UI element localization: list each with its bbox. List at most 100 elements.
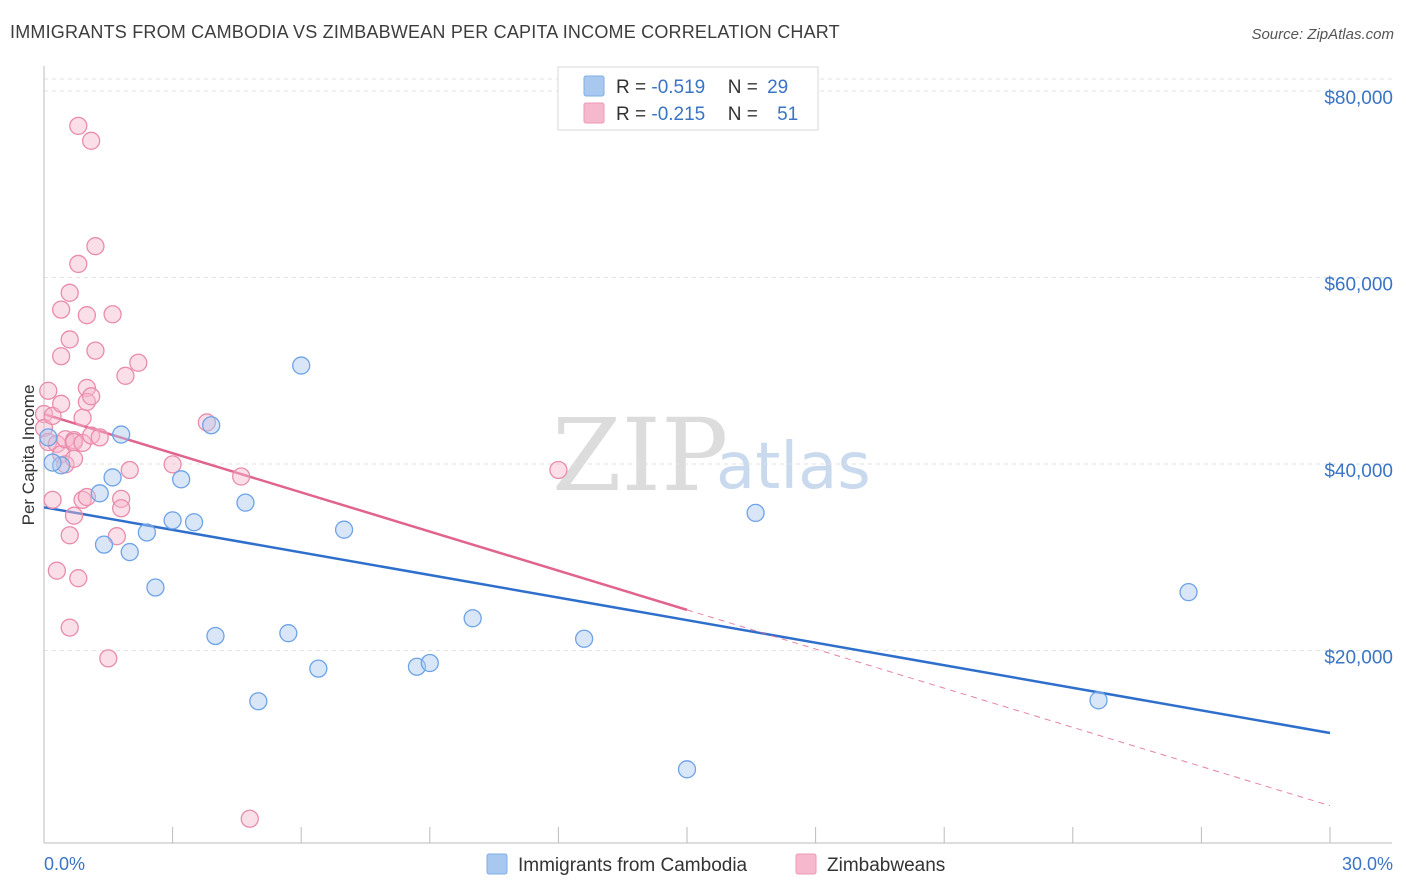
point-cambodia bbox=[43, 453, 62, 472]
point-zimbabwe bbox=[73, 408, 92, 427]
point-cambodia bbox=[206, 626, 225, 646]
chart-source: Source: ZipAtlas.com bbox=[1251, 26, 1394, 43]
point-zimbabwe bbox=[129, 353, 148, 372]
trend-line-cambodia bbox=[43, 506, 1331, 735]
y-tick-label: $80,000 bbox=[1324, 88, 1393, 109]
point-cambodia bbox=[1089, 691, 1108, 710]
legend-n-value: 29 bbox=[767, 77, 788, 98]
trend-lines bbox=[43, 412, 1331, 807]
legend-row-cambodia: R = -0.519 N = 29 bbox=[616, 77, 788, 98]
point-zimbabwe bbox=[51, 394, 71, 413]
series-legend-label-zimbabwe: Zimbabweans bbox=[827, 855, 945, 876]
point-cambodia bbox=[249, 692, 268, 711]
point-zimbabwe bbox=[112, 489, 131, 509]
point-zimbabwe bbox=[77, 378, 97, 398]
point-cambodia bbox=[677, 760, 697, 779]
point-zimbabwe bbox=[69, 569, 88, 588]
point-zimbabwe bbox=[163, 455, 182, 474]
point-cambodia bbox=[103, 468, 122, 487]
series-legend-label-cambodia: Immigrants from Cambodia bbox=[518, 855, 748, 876]
legend-swatch-zimbabwe bbox=[583, 102, 605, 124]
legend-swatch-cambodia bbox=[583, 75, 605, 97]
point-zimbabwe bbox=[82, 387, 101, 406]
watermark: ZIP atlas bbox=[552, 397, 871, 514]
legend-r-value: -0.215 bbox=[651, 104, 705, 125]
point-zimbabwe bbox=[549, 460, 568, 480]
y-axis-label: Per Capita Income bbox=[19, 385, 38, 526]
point-cambodia bbox=[184, 513, 204, 532]
point-cambodia bbox=[292, 356, 311, 375]
point-zimbabwe bbox=[90, 428, 109, 447]
point-zimbabwe bbox=[51, 300, 71, 319]
legend-r-value: -0.519 bbox=[651, 77, 705, 98]
point-zimbabwe bbox=[60, 618, 79, 637]
point-cambodia bbox=[120, 542, 139, 562]
point-cambodia bbox=[94, 535, 114, 554]
point-zimbabwe bbox=[47, 561, 67, 580]
point-zimbabwe bbox=[112, 499, 131, 518]
point-cambodia bbox=[112, 425, 131, 444]
point-zimbabwe bbox=[51, 347, 71, 366]
point-zimbabwe bbox=[103, 305, 122, 324]
axes bbox=[43, 66, 1392, 844]
watermark-atlas: atlas bbox=[716, 430, 871, 504]
point-cambodia bbox=[1179, 583, 1198, 602]
point-cambodia bbox=[202, 416, 221, 435]
point-zimbabwe bbox=[86, 341, 105, 360]
point-cambodia bbox=[279, 624, 298, 643]
point-zimbabwe bbox=[43, 490, 62, 509]
point-zimbabwe bbox=[64, 506, 84, 525]
point-cambodia bbox=[334, 520, 354, 539]
series-legend-swatch-zimbabwe bbox=[795, 853, 817, 875]
point-cambodia bbox=[146, 578, 165, 597]
y-tick-label: $20,000 bbox=[1324, 648, 1393, 669]
legend-n-label: N = bbox=[728, 77, 763, 98]
point-cambodia bbox=[39, 428, 58, 447]
y-tick-labels: $20,000 $40,000 $60,000 $80,000 bbox=[1324, 88, 1393, 669]
point-zimbabwe bbox=[107, 527, 127, 546]
correlation-legend: R = -0.519 N = 29 R = -0.215 N = 51 bbox=[557, 66, 819, 131]
point-zimbabwe bbox=[60, 526, 79, 545]
x-tick-label-max: 30.0% bbox=[1342, 854, 1393, 874]
y-tick-label: $40,000 bbox=[1324, 461, 1393, 482]
data-points bbox=[34, 116, 1198, 828]
legend-r-label: R = bbox=[616, 104, 651, 125]
point-cambodia bbox=[90, 484, 109, 503]
point-zimbabwe bbox=[39, 381, 58, 400]
trend-line-zimbabwe-extension bbox=[686, 609, 1331, 807]
series-legend: Immigrants from Cambodia Zimbabweans bbox=[486, 853, 945, 876]
point-zimbabwe bbox=[77, 306, 97, 325]
chart-title: IMMIGRANTS FROM CAMBODIA VS ZIMBABWEAN P… bbox=[10, 22, 840, 42]
point-cambodia bbox=[746, 503, 765, 523]
point-zimbabwe bbox=[99, 649, 118, 668]
legend-n-label: N = bbox=[728, 104, 763, 125]
point-zimbabwe bbox=[240, 809, 259, 828]
series-legend-swatch-cambodia bbox=[486, 853, 508, 875]
point-zimbabwe bbox=[82, 131, 101, 150]
trend-line-zimbabwe bbox=[43, 412, 688, 612]
point-cambodia bbox=[420, 653, 439, 673]
point-zimbabwe bbox=[60, 330, 79, 349]
point-zimbabwe bbox=[60, 283, 79, 302]
point-zimbabwe bbox=[232, 467, 251, 486]
watermark-zip: ZIP bbox=[552, 397, 728, 514]
point-zimbabwe bbox=[69, 116, 88, 136]
point-cambodia bbox=[463, 609, 482, 628]
point-cambodia bbox=[309, 659, 328, 678]
legend-row-zimbabwe: R = -0.215 N = 51 bbox=[616, 104, 798, 125]
point-zimbabwe bbox=[86, 237, 105, 256]
point-cambodia bbox=[172, 470, 191, 489]
point-cambodia bbox=[574, 629, 594, 648]
legend-r-label: R = bbox=[616, 77, 651, 98]
x-tick-label-min: 0.0% bbox=[44, 854, 85, 874]
y-tick-label: $60,000 bbox=[1324, 275, 1393, 296]
x-ticks: 0.0% 30.0% bbox=[44, 827, 1393, 874]
point-cambodia bbox=[236, 493, 255, 512]
point-zimbabwe bbox=[116, 366, 135, 385]
point-cambodia bbox=[137, 523, 157, 542]
point-zimbabwe bbox=[120, 460, 139, 480]
grid-lines bbox=[44, 78, 1392, 651]
legend-n-value: 51 bbox=[777, 104, 798, 125]
point-cambodia bbox=[163, 511, 182, 530]
